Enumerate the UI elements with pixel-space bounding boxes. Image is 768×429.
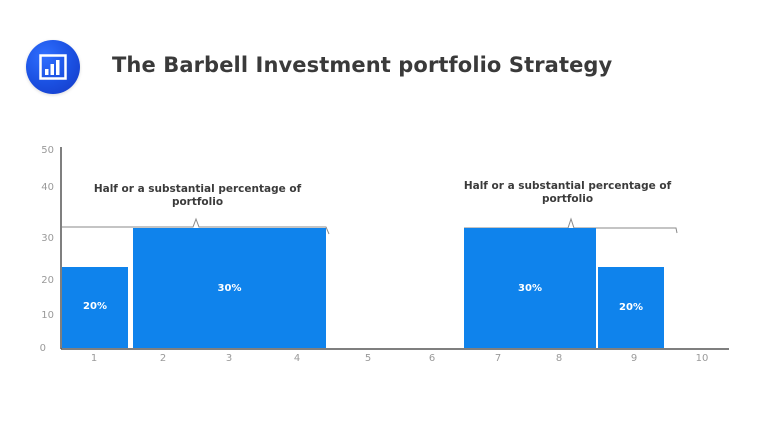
x-tick-6: 6	[428, 353, 436, 364]
annotation-right-line1: Half or a substantial percentage of	[463, 180, 672, 192]
bar-short-term-2: 30%	[133, 228, 326, 348]
bar-short-term-1: 20%	[62, 267, 128, 348]
logo	[26, 40, 80, 94]
x-tick-2: 2	[159, 353, 167, 364]
x-tick-4: 4	[293, 353, 301, 364]
y-tick-0: 0	[39, 343, 46, 354]
x-tick-1: 1	[90, 353, 98, 364]
y-tick-10: 10	[41, 310, 54, 321]
bar-label: 20%	[619, 302, 643, 313]
bar-chart-icon	[39, 54, 67, 80]
bar-label: 30%	[518, 283, 542, 294]
y-tick-40: 40	[41, 182, 54, 193]
bar-long-term-1: 30%	[464, 228, 596, 348]
y-tick-30: 30	[41, 233, 54, 244]
bracket-left	[62, 217, 330, 235]
annotation-left: Half or a substantial percentage of port…	[80, 183, 315, 209]
y-tick-50: 50	[41, 145, 54, 156]
page-title: The Barbell Investment portfolio Strateg…	[112, 53, 613, 77]
annotation-right: Half or a substantial percentage of port…	[450, 180, 685, 206]
x-tick-5: 5	[364, 353, 372, 364]
x-tick-7: 7	[494, 353, 502, 364]
bar-long-term-2: 20%	[598, 267, 664, 348]
annotation-right-line2: portfolio	[541, 193, 594, 205]
bar-label: 30%	[217, 283, 242, 294]
y-tick-20: 20	[41, 275, 54, 286]
annotation-left-line1: Half or a substantial percentage of	[93, 183, 302, 195]
x-tick-8: 8	[555, 353, 563, 364]
annotation-left-line2: portfolio	[171, 196, 224, 208]
x-tick-9: 9	[630, 353, 638, 364]
x-tick-10: 10	[695, 353, 709, 364]
x-tick-3: 3	[225, 353, 233, 364]
bar-label: 20%	[83, 301, 107, 312]
